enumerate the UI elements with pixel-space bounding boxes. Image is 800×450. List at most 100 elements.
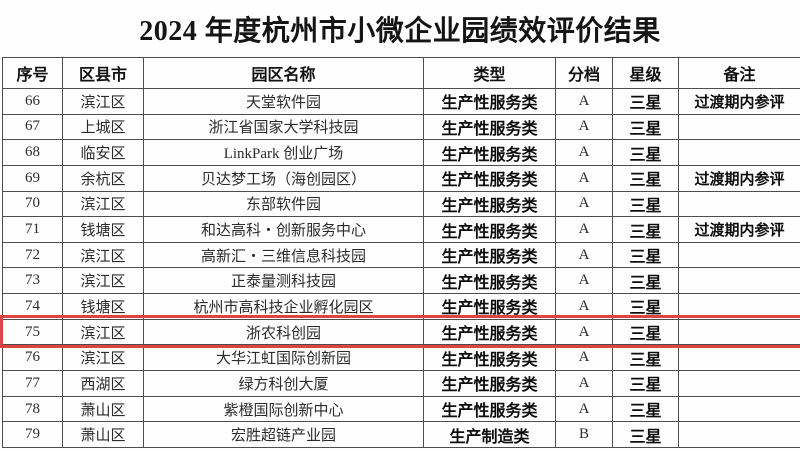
cell-remark (678, 344, 800, 372)
cell-tier: B (555, 421, 613, 448)
cell-tier: A (555, 164, 613, 192)
cell-index: 74 (2, 293, 63, 320)
cell-district: 西湖区 (62, 370, 144, 397)
cell-type: 生产性服务类 (423, 395, 556, 423)
cell-remark (678, 139, 800, 166)
cell-index: 79 (2, 421, 63, 448)
table-row: 79 萧山区 宏胜超链产业园 生产制造类 B 三星 (2, 421, 800, 448)
cell-district: 萧山区 (62, 421, 144, 448)
cell-index: 70 (2, 190, 63, 218)
cell-index: 66 (2, 88, 63, 115)
cell-remark (678, 113, 800, 141)
cell-type: 生产性服务类 (423, 216, 556, 243)
cell-type: 生产性服务类 (423, 190, 556, 218)
table-row: 68 临安区 LinkPark 创业广场 生产性服务类 A 三星 (2, 139, 800, 166)
cell-tier: A (555, 318, 613, 346)
table-body: 66 滨江区 天堂软件园 生产性服务类 A 三星 过渡期内参评 67 上城区 浙江省国家大学科技园… (2, 88, 800, 448)
cell-remark (678, 421, 800, 448)
cell-index: 73 (2, 267, 63, 295)
page-title: 2024 年度杭州市小微企业园绩效评价结果 (139, 16, 661, 47)
cell-remark (678, 190, 800, 218)
cell-remark: 过渡期内参评 (678, 88, 800, 115)
cell-remark: 过渡期内参评 (678, 216, 800, 243)
cell-tier: A (555, 344, 613, 372)
cell-type: 生产制造类 (423, 421, 556, 448)
cell-index: 71 (2, 216, 63, 243)
cell-star-rating: 三星 (612, 190, 679, 218)
table-row: 77 西湖区 绿方科创大厦 生产性服务类 A 三星 (2, 370, 800, 397)
cell-index: 67 (2, 113, 63, 141)
cell-index: 76 (2, 344, 63, 372)
cell-type: 生产性服务类 (423, 88, 556, 115)
results-table: 序号 区县市 园区名称 类型 分档 星级 备注 66 滨江区 天堂软件园 生产性服务类 A 三星 过渡期… (2, 57, 800, 448)
cell-park-name: 绿方科创大厦 (143, 370, 424, 397)
cell-district: 钱塘区 (62, 216, 144, 243)
cell-tier: A (555, 241, 613, 269)
cell-remark (678, 293, 800, 320)
cell-star-rating: 三星 (612, 139, 679, 166)
cell-star-rating: 三星 (612, 241, 679, 269)
cell-district: 滨江区 (62, 190, 144, 218)
cell-remark (678, 241, 800, 269)
cell-park-name: 浙农科创园 (143, 318, 424, 346)
cell-type: 生产性服务类 (423, 293, 556, 320)
cell-park-name: 浙江省国家大学科技园 (143, 113, 424, 141)
cell-park-name: 宏胜超链产业园 (143, 421, 424, 448)
cell-type: 生产性服务类 (423, 344, 556, 372)
cell-remark (678, 395, 800, 423)
cell-star-rating: 三星 (612, 113, 679, 141)
cell-star-rating: 三星 (612, 293, 679, 320)
cell-remark: 过渡期内参评 (678, 164, 800, 192)
cell-district: 钱塘区 (62, 293, 144, 320)
cell-park-name: 正泰量测科技园 (143, 267, 424, 295)
table-row: 73 滨江区 正泰量测科技园 生产性服务类 A 三星 (2, 267, 800, 295)
cell-type: 生产性服务类 (423, 139, 556, 166)
cell-park-name: 杭州市高科技企业孵化园区 (143, 293, 424, 320)
cell-district: 临安区 (62, 139, 144, 166)
cell-type: 生产性服务类 (423, 164, 556, 192)
cell-tier: A (555, 88, 613, 115)
column-header-remark: 备注 (678, 57, 800, 89)
table-header-row: 序号 区县市 园区名称 类型 分档 星级 备注 (2, 57, 800, 89)
cell-district: 滨江区 (62, 344, 144, 372)
cell-tier: A (555, 216, 613, 243)
cell-star-rating: 三星 (612, 216, 679, 243)
column-header-index: 序号 (2, 57, 63, 89)
table-row: 69 余杭区 贝达梦工场（海创园区） 生产性服务类 A 三星 过渡期内参评 (2, 164, 800, 192)
table-row: 70 滨江区 东部软件园 生产性服务类 A 三星 (2, 190, 800, 218)
cell-type: 生产性服务类 (423, 113, 556, 141)
cell-district: 滨江区 (62, 88, 144, 115)
cell-type: 生产性服务类 (423, 318, 556, 346)
cell-star-rating: 三星 (612, 370, 679, 397)
cell-park-name: 和达高科・创新服务中心 (143, 216, 424, 243)
cell-star-rating: 三星 (612, 395, 679, 423)
cell-index: 72 (2, 241, 63, 269)
table-row: 66 滨江区 天堂软件园 生产性服务类 A 三星 过渡期内参评 (2, 88, 800, 115)
cell-park-name: 紫橙国际创新中心 (143, 395, 424, 423)
cell-tier: A (555, 370, 613, 397)
cell-park-name: 高新汇・三维信息科技园 (143, 241, 424, 269)
cell-type: 生产性服务类 (423, 241, 556, 269)
column-header-district: 区县市 (62, 57, 144, 89)
cell-remark (678, 370, 800, 397)
cell-park-name: 东部软件园 (143, 190, 424, 218)
cell-park-name: LinkPark 创业广场 (143, 139, 424, 166)
cell-district: 余杭区 (62, 164, 144, 192)
cell-index: 78 (2, 395, 63, 423)
cell-district: 滨江区 (62, 318, 144, 346)
cell-tier: A (555, 293, 613, 320)
cell-index: 75 (2, 318, 63, 346)
column-header-type: 类型 (423, 57, 556, 89)
cell-park-name: 贝达梦工场（海创园区） (143, 164, 424, 192)
table-row: 72 滨江区 高新汇・三维信息科技园 生产性服务类 A 三星 (2, 241, 800, 269)
cell-tier: A (555, 139, 613, 166)
cell-index: 69 (2, 164, 63, 192)
cell-index: 77 (2, 370, 63, 397)
table-row: 71 钱塘区 和达高科・创新服务中心 生产性服务类 A 三星 过渡期内参评 (2, 216, 800, 243)
table-row: 76 滨江区 大华江虹国际创新园 生产性服务类 A 三星 (2, 344, 800, 372)
cell-star-rating: 三星 (612, 164, 679, 192)
cell-district: 滨江区 (62, 267, 144, 295)
cell-star-rating: 三星 (612, 318, 679, 346)
cell-district: 滨江区 (62, 241, 144, 269)
